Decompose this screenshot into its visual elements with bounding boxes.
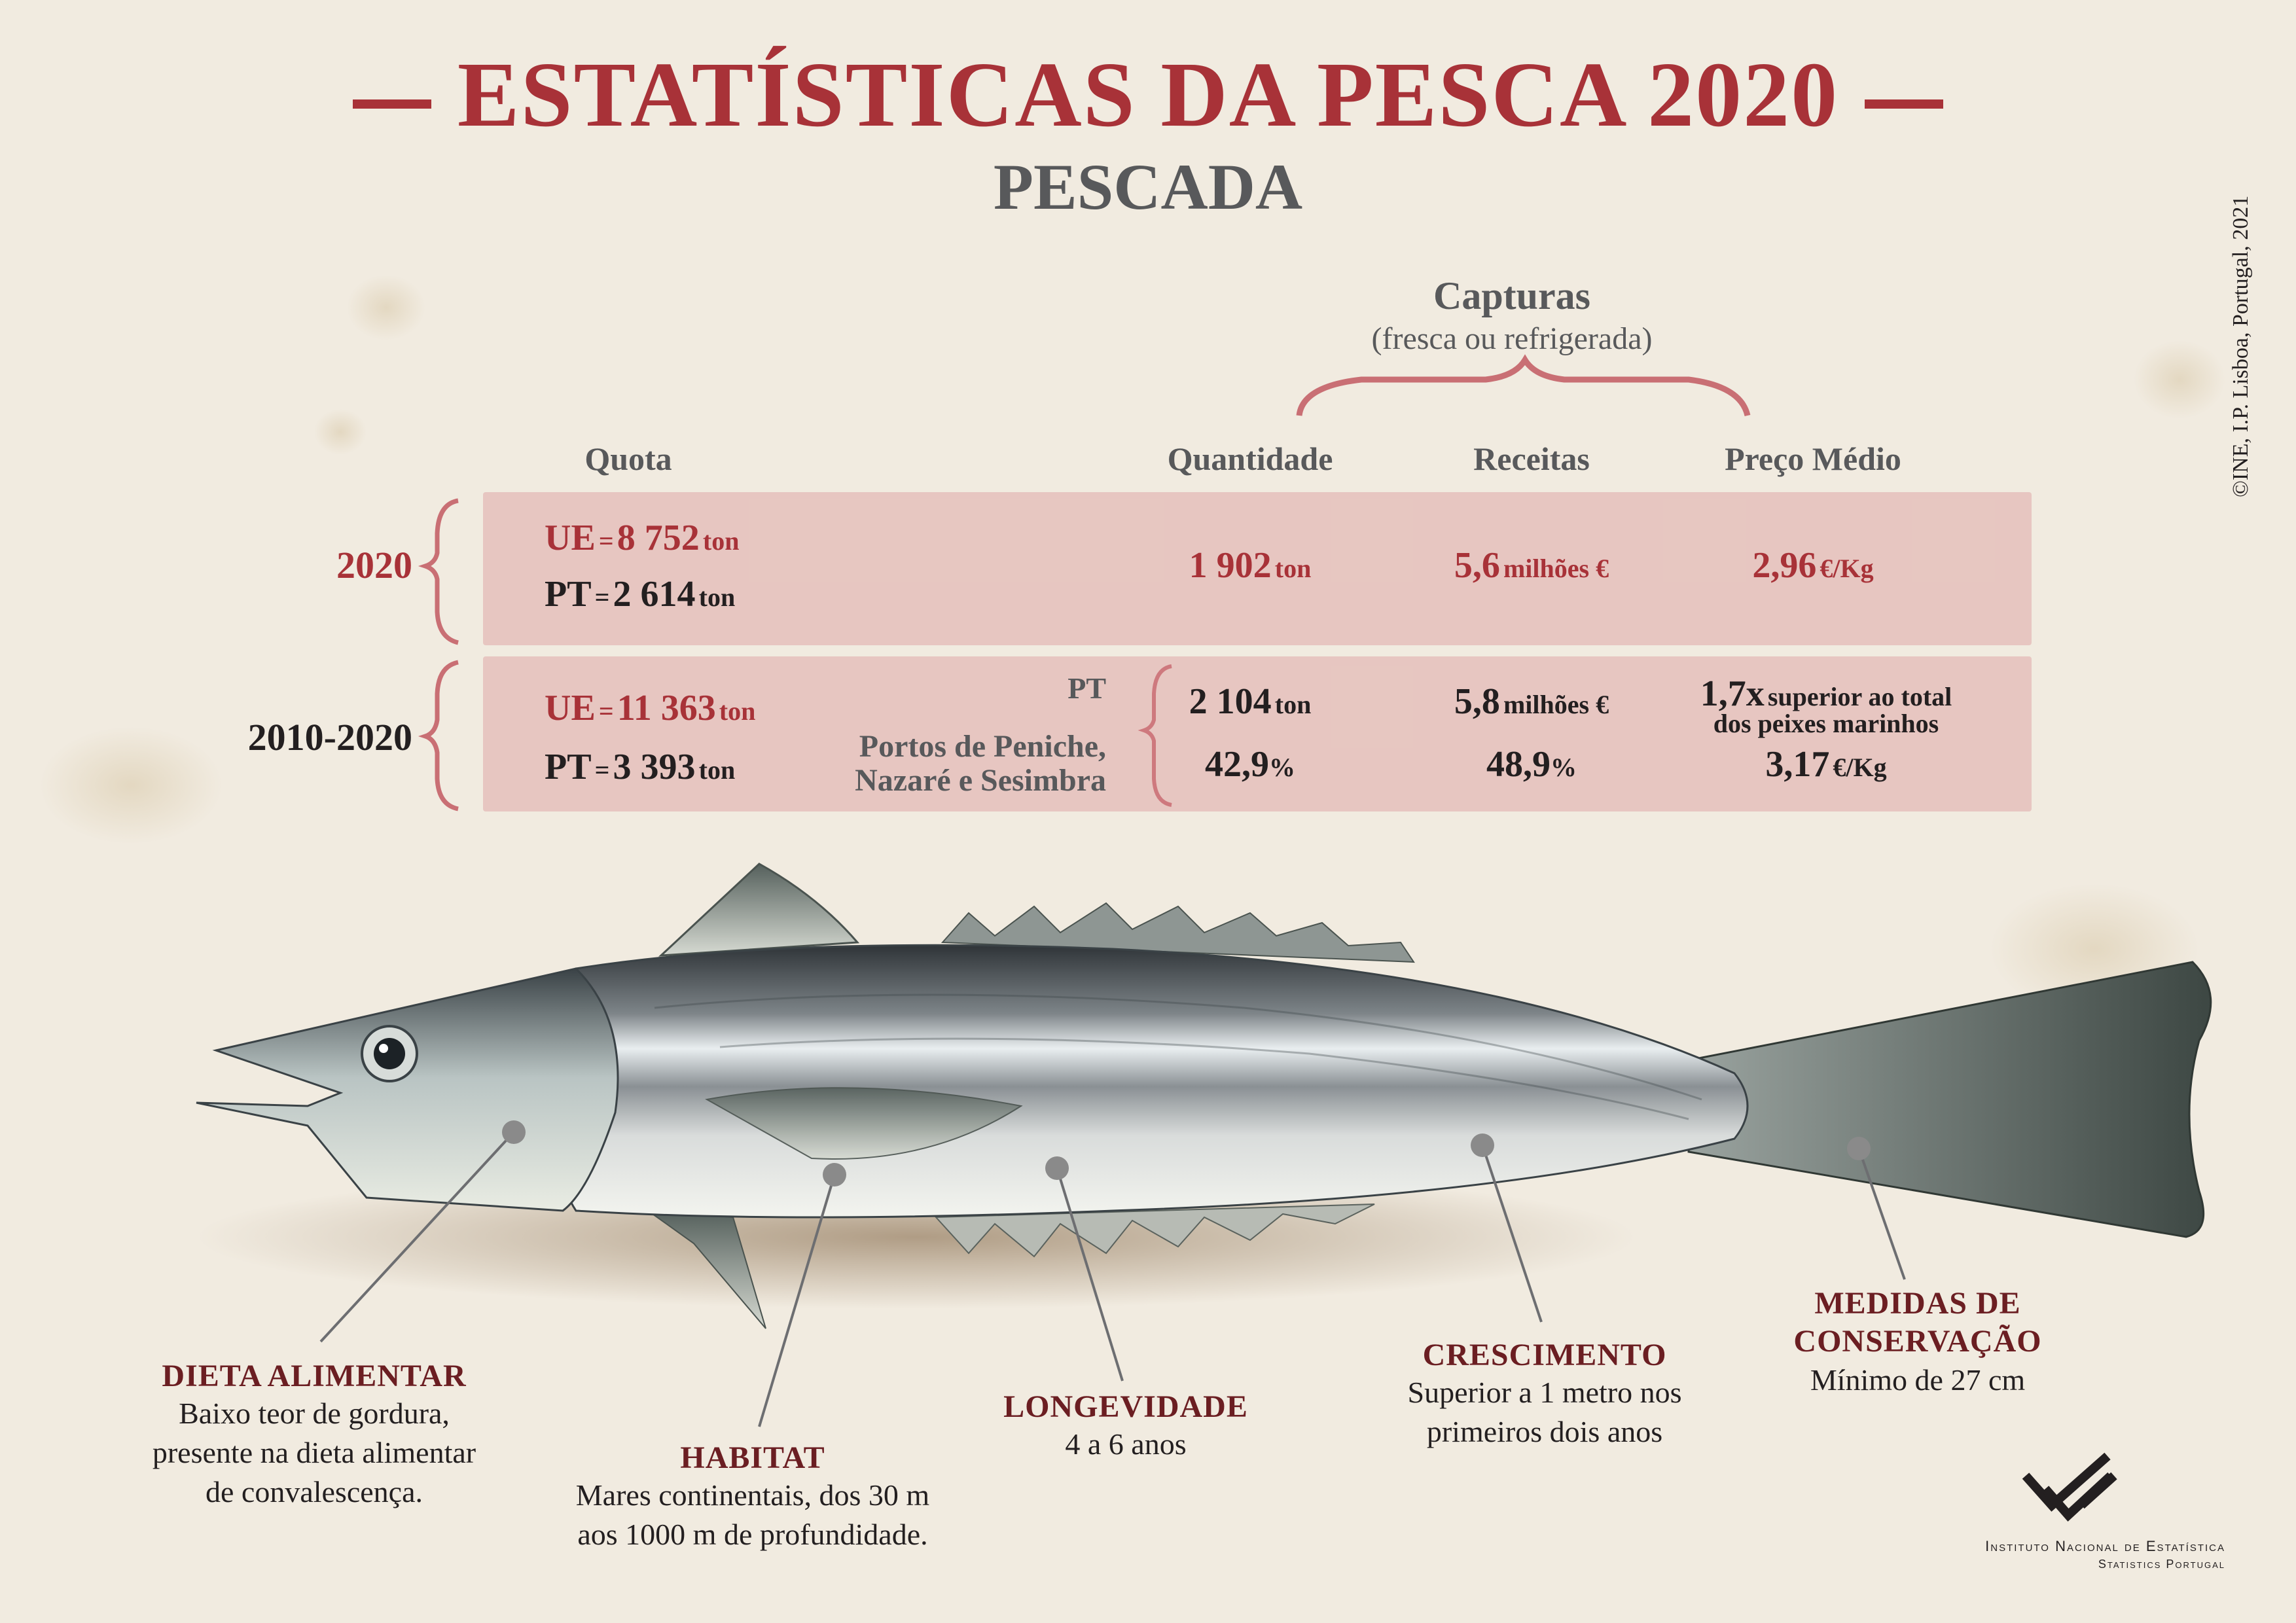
quantity-value: 2 104 bbox=[1189, 681, 1272, 722]
ue-value: 11 363 bbox=[617, 688, 716, 728]
col-quota: Quota bbox=[584, 440, 672, 477]
quota-ue-2010-2020: UE = 11 363 ton bbox=[545, 687, 755, 729]
title-text: ESTATÍSTICAS DA PESCA 2020 bbox=[457, 43, 1839, 146]
fact-longevity-heading: LONGEVIDADE bbox=[1003, 1389, 1248, 1424]
institute-name: Instituto Nacional de Estatística bbox=[1985, 1538, 2225, 1554]
quota-pt-2010-2020: PT = 3 393 ton bbox=[545, 746, 735, 788]
page-title: ESTATÍSTICAS DA PESCA 2020 bbox=[0, 41, 2296, 148]
title-dash-left bbox=[352, 99, 431, 109]
pt-unit: ton bbox=[698, 755, 736, 785]
ue-unit: ton bbox=[702, 526, 740, 556]
quantity-value: 1 902 bbox=[1189, 545, 1272, 586]
revenue-pct-2010-2020: 48,9% bbox=[1407, 743, 1656, 785]
price-value: 3,17 bbox=[1765, 744, 1830, 785]
quantity-pct-2010-2020: 42,9% bbox=[1139, 743, 1361, 785]
fact-habitat-line-1: Mares continentais, dos 30 m bbox=[575, 1478, 930, 1512]
fact-diet: DIETA ALIMENTAR Baixo teor de gordura, p… bbox=[105, 1358, 524, 1512]
fact-longevity-line-1: 4 a 6 anos bbox=[1065, 1427, 1187, 1461]
ports-label: Portos de Peniche, Nazaré e Sesimbra bbox=[772, 730, 1106, 798]
captures-subtitle: (fresca ou refrigerada) bbox=[1371, 321, 1653, 356]
fact-conservation-line-1: Mínimo de 27 cm bbox=[1810, 1363, 2026, 1397]
ue-value: 8 752 bbox=[617, 518, 700, 558]
quota-ue-2020: UE = 8 752 ton bbox=[545, 517, 739, 559]
fact-habitat-heading: HABITAT bbox=[680, 1440, 825, 1475]
title-dash-right bbox=[1865, 99, 1944, 109]
fact-growth-line-2: primeiros dois anos bbox=[1426, 1415, 1663, 1448]
quantity-pct: 42,9 bbox=[1205, 744, 1269, 785]
fact-growth-line-1: Superior a 1 metro nos bbox=[1407, 1376, 1682, 1409]
year-2010-2020: 2010-2020 bbox=[247, 716, 412, 758]
institute-english: Statistics Portugal bbox=[2098, 1558, 2225, 1571]
fact-habitat: HABITAT Mares continentais, dos 30 m aos… bbox=[543, 1440, 962, 1554]
fact-growth-heading: CRESCIMENTO bbox=[1422, 1338, 1667, 1372]
eq-sign: = bbox=[598, 526, 614, 556]
eq-sign: = bbox=[598, 696, 614, 726]
col-quantity: Quantidade bbox=[1167, 440, 1333, 477]
fact-diet-line-2: presente na dieta alimentar bbox=[152, 1436, 476, 1469]
fact-longevity: LONGEVIDADE 4 a 6 anos bbox=[982, 1389, 1270, 1464]
revenue-value: 5,8 bbox=[1454, 681, 1500, 722]
pct-sign: % bbox=[1269, 753, 1295, 782]
row-2020-band bbox=[483, 492, 2032, 645]
revenue-pct: 48,9 bbox=[1486, 744, 1551, 785]
price-2010-2020: 3,17 €/Kg bbox=[1689, 743, 1964, 785]
quota-pt-2020: PT = 2 614 ton bbox=[545, 573, 735, 615]
ports-line-2: Nazaré e Sesimbra bbox=[855, 763, 1106, 798]
revenue-2020: 5,6 milhões € bbox=[1407, 544, 1656, 586]
fact-conservation: MEDIDAS DE CONSERVAÇÃO Mínimo de 27 cm bbox=[1754, 1285, 2081, 1400]
pt-tag: PT bbox=[1067, 671, 1106, 705]
ue-label: UE bbox=[545, 518, 596, 558]
price-note-line-2: dos peixes marinhos bbox=[1676, 708, 1977, 739]
revenue-unit: milhões € bbox=[1503, 554, 1609, 583]
fact-diet-heading: DIETA ALIMENTAR bbox=[162, 1359, 467, 1393]
col-revenue: Receitas bbox=[1473, 440, 1590, 477]
revenue-2010-2020: 5,8 milhões € bbox=[1407, 681, 1656, 722]
quantity-2020: 1 902 ton bbox=[1139, 544, 1361, 586]
pt-value: 2 614 bbox=[613, 574, 696, 615]
copyright-note: ©INE, I.P. Lisboa, Portugal, 2021 bbox=[2229, 195, 2253, 497]
price-factor: 1,7x bbox=[1700, 673, 1765, 714]
price-value: 2,96 bbox=[1752, 545, 1817, 586]
page-subtitle: PESCADA bbox=[993, 151, 1303, 223]
ue-unit: ton bbox=[719, 696, 756, 726]
pt-label: PT bbox=[545, 747, 592, 787]
price-note-1: superior ao total bbox=[1767, 682, 1952, 711]
quantity-2010-2020: 2 104 ton bbox=[1139, 681, 1361, 722]
eq-sign: = bbox=[594, 582, 610, 612]
pt-label: PT bbox=[545, 574, 592, 615]
pt-value: 3 393 bbox=[613, 747, 696, 787]
row-2010-2020-band bbox=[483, 656, 2032, 812]
revenue-value: 5,6 bbox=[1454, 545, 1500, 586]
quantity-unit: ton bbox=[1274, 554, 1312, 583]
pct-sign: % bbox=[1551, 753, 1577, 782]
pt-unit: ton bbox=[698, 582, 736, 612]
ue-label: UE bbox=[545, 688, 596, 728]
ports-line-1: Portos de Peniche, bbox=[859, 729, 1106, 764]
eq-sign: = bbox=[594, 755, 610, 785]
price-unit: €/Kg bbox=[1820, 554, 1874, 583]
fact-diet-line-1: Baixo teor de gordura, bbox=[179, 1397, 450, 1430]
fact-diet-line-3: de convalescença. bbox=[205, 1475, 423, 1508]
price-note-2: dos peixes marinhos bbox=[1713, 709, 1939, 738]
price-factor-2010-2020: 1,7x superior ao total bbox=[1676, 673, 1977, 715]
quantity-unit: ton bbox=[1274, 690, 1312, 719]
year-2020: 2020 bbox=[336, 544, 412, 586]
price-2020: 2,96 €/Kg bbox=[1689, 544, 1937, 586]
fact-growth: CRESCIMENTO Superior a 1 metro nos prime… bbox=[1355, 1337, 1734, 1452]
col-price: Preço Médio bbox=[1725, 440, 1901, 477]
fact-conservation-heading-1: MEDIDAS DE bbox=[1814, 1286, 2021, 1321]
captures-title: Capturas bbox=[1433, 274, 1591, 317]
fact-habitat-line-2: aos 1000 m de profundidade. bbox=[577, 1518, 928, 1551]
fact-conservation-heading-2: CONSERVAÇÃO bbox=[1793, 1324, 2042, 1359]
revenue-unit: milhões € bbox=[1503, 690, 1609, 719]
price-unit: €/Kg bbox=[1833, 753, 1887, 782]
